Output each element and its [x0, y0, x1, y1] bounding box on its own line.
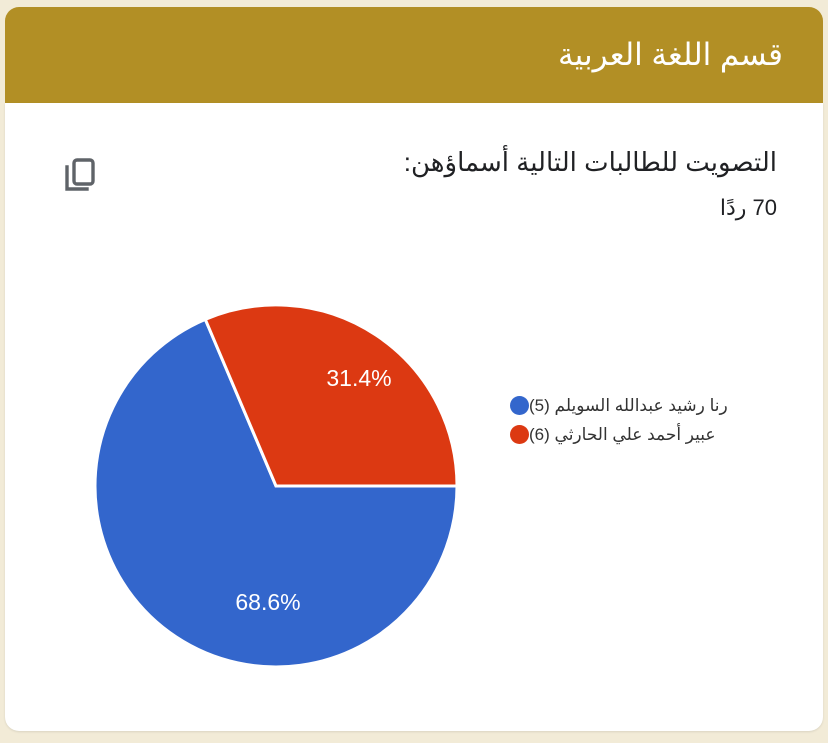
pie-slice-red [203, 303, 459, 488]
page-title: قسم اللغة العربية [558, 37, 783, 73]
legend-swatch-icon [510, 425, 529, 444]
pie-chart-graphic: 68.6% 31.4% [93, 303, 459, 669]
legend-item-label: رنا رشيد عبدالله السويلم (5) [529, 396, 728, 415]
question-block: التصويت للطالبات التالية أسماؤهن: 70 ردً… [404, 145, 777, 223]
question-card: التصويت للطالبات التالية أسماؤهن: 70 ردً… [5, 103, 823, 731]
legend-swatch-icon [510, 396, 529, 415]
pie-slice-blue [93, 317, 459, 669]
pie-slice-label-blue: 68.6% [235, 589, 300, 615]
question-title: التصويت للطالبات التالية أسماؤهن: [403, 147, 777, 177]
legend-item-label: عبير أحمد علي الحارثي (6) [529, 425, 716, 444]
pie-chart: 68.6% 31.4% رنا رشيد عبدالله السويلم (5)… [5, 288, 823, 708]
legend-item[interactable]: عبير أحمد علي الحارثي (6) [510, 420, 800, 449]
legend-item[interactable]: رنا رشيد عبدالله السويلم (5) [510, 391, 800, 420]
pie-slice-label-red: 31.4% [326, 365, 391, 391]
chart-legend: رنا رشيد عبدالله السويلم (5) عبير أحمد ع… [510, 391, 800, 449]
page-header: قسم اللغة العربية [5, 7, 823, 103]
response-count: 70 ردًا [719, 195, 777, 221]
copy-icon[interactable] [57, 153, 101, 197]
